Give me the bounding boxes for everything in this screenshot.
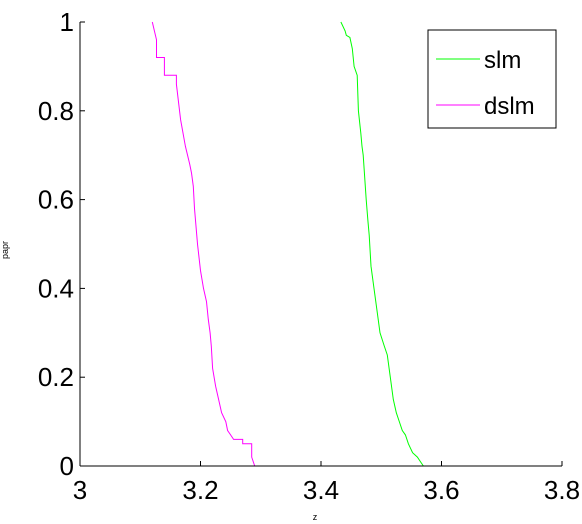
series-layer — [151, 21, 440, 467]
x-axis-label: z — [313, 512, 318, 522]
y-tick-label: 1 — [60, 7, 74, 37]
legend-label-slm: slm — [484, 47, 521, 74]
x-tick-label: 3 — [73, 475, 87, 505]
series-line-slm — [340, 21, 440, 467]
x-tick-label: 3.8 — [544, 475, 580, 505]
y-tick-label: 0.4 — [38, 273, 74, 303]
y-tick-label: 0.6 — [38, 185, 74, 215]
legend-box — [427, 29, 557, 129]
x-tick-label: 3.2 — [182, 475, 218, 505]
legend-label-dslm: dslm — [484, 93, 535, 120]
series-line-dslm — [151, 21, 256, 467]
x-tick-label: 3.6 — [423, 475, 459, 505]
y-axis-label: papr — [0, 241, 10, 259]
axes-layer: 3 3.2 3.4 3.6 3.8 0 0.2 0.4 0.6 0.8 1 — [38, 7, 580, 505]
y-tick-label: 0.8 — [38, 96, 74, 126]
y-tick-label: 0 — [60, 451, 74, 481]
y-tick-label: 0.2 — [38, 362, 74, 392]
legend: slm dslm — [427, 29, 557, 129]
x-tick-label: 3.4 — [303, 475, 339, 505]
